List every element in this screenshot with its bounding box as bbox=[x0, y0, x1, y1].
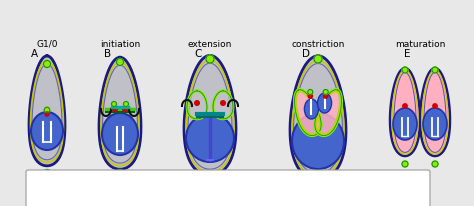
Polygon shape bbox=[187, 91, 207, 119]
Circle shape bbox=[111, 102, 117, 107]
Ellipse shape bbox=[102, 113, 138, 155]
Ellipse shape bbox=[186, 114, 234, 162]
Circle shape bbox=[308, 89, 313, 95]
Circle shape bbox=[206, 175, 214, 183]
Text: A: A bbox=[31, 49, 38, 59]
Polygon shape bbox=[390, 68, 420, 156]
Text: centrocone/apical ring: centrocone/apical ring bbox=[33, 178, 124, 186]
Text: E: E bbox=[404, 49, 410, 59]
Text: initiation: initiation bbox=[100, 40, 140, 48]
Text: extension: extension bbox=[188, 40, 232, 48]
Circle shape bbox=[432, 161, 438, 167]
Text: constriction: constriction bbox=[292, 40, 345, 48]
Circle shape bbox=[433, 104, 437, 108]
Polygon shape bbox=[290, 56, 346, 180]
Ellipse shape bbox=[423, 108, 447, 140]
Text: IMC: IMC bbox=[370, 178, 387, 186]
Circle shape bbox=[122, 107, 128, 111]
Ellipse shape bbox=[304, 99, 319, 119]
Circle shape bbox=[323, 94, 328, 98]
Ellipse shape bbox=[292, 113, 344, 169]
Ellipse shape bbox=[318, 93, 332, 113]
Circle shape bbox=[206, 55, 214, 63]
Circle shape bbox=[44, 107, 50, 113]
Circle shape bbox=[432, 67, 438, 73]
Polygon shape bbox=[184, 55, 236, 175]
Polygon shape bbox=[29, 56, 65, 166]
Circle shape bbox=[117, 59, 124, 66]
Circle shape bbox=[117, 170, 124, 177]
Text: SFA: SFA bbox=[370, 191, 384, 199]
Text: kinetochores: kinetochores bbox=[270, 178, 322, 186]
Circle shape bbox=[402, 161, 408, 167]
Text: D: D bbox=[302, 49, 310, 59]
Circle shape bbox=[221, 101, 225, 105]
Circle shape bbox=[314, 175, 322, 183]
Circle shape bbox=[195, 101, 199, 105]
Text: basal complex: basal complex bbox=[33, 191, 98, 199]
Text: microtubules: microtubules bbox=[270, 191, 323, 199]
Text: nucleus: nucleus bbox=[170, 191, 205, 199]
Circle shape bbox=[314, 55, 322, 63]
Text: C: C bbox=[194, 49, 201, 59]
Text: centrosome: centrosome bbox=[170, 178, 223, 186]
Circle shape bbox=[112, 107, 118, 111]
Circle shape bbox=[44, 170, 51, 177]
Text: B: B bbox=[104, 49, 111, 59]
Circle shape bbox=[402, 67, 408, 73]
Ellipse shape bbox=[393, 108, 417, 140]
Circle shape bbox=[45, 112, 49, 116]
Polygon shape bbox=[99, 57, 141, 169]
FancyBboxPatch shape bbox=[26, 170, 430, 206]
Text: maturation: maturation bbox=[395, 40, 445, 48]
Circle shape bbox=[323, 89, 328, 95]
Circle shape bbox=[44, 61, 51, 68]
Polygon shape bbox=[213, 91, 233, 119]
Circle shape bbox=[124, 102, 128, 107]
Polygon shape bbox=[420, 68, 450, 156]
Polygon shape bbox=[294, 90, 321, 136]
Text: G1/0: G1/0 bbox=[36, 40, 58, 48]
Circle shape bbox=[403, 104, 407, 108]
Polygon shape bbox=[315, 90, 341, 136]
Circle shape bbox=[308, 94, 312, 98]
Ellipse shape bbox=[31, 112, 63, 150]
